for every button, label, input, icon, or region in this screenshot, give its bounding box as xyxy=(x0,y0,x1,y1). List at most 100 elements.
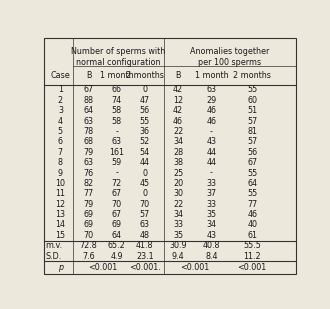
Text: 44: 44 xyxy=(206,158,216,167)
Text: 66: 66 xyxy=(112,85,122,94)
Text: 54: 54 xyxy=(140,148,150,157)
Text: 46: 46 xyxy=(173,116,183,125)
Text: 74: 74 xyxy=(112,96,122,105)
Text: 67: 67 xyxy=(112,189,122,198)
Text: 48: 48 xyxy=(140,231,150,240)
Text: 51: 51 xyxy=(247,106,257,115)
Text: 43: 43 xyxy=(206,137,216,146)
Text: 69: 69 xyxy=(112,221,122,230)
Text: 61: 61 xyxy=(247,231,257,240)
Text: 40: 40 xyxy=(247,221,257,230)
Text: 82: 82 xyxy=(83,179,94,188)
Text: 35: 35 xyxy=(206,210,216,219)
Text: 72.8: 72.8 xyxy=(80,241,97,250)
Text: 47: 47 xyxy=(140,96,150,105)
Text: 2 months: 2 months xyxy=(126,71,164,80)
Text: 64: 64 xyxy=(247,179,257,188)
Text: S.D.: S.D. xyxy=(45,252,61,261)
Text: Anomalies together: Anomalies together xyxy=(190,48,270,57)
Text: Case: Case xyxy=(50,71,70,80)
Text: 46: 46 xyxy=(206,116,216,125)
Text: 55: 55 xyxy=(140,116,150,125)
Text: 77: 77 xyxy=(247,200,257,209)
Text: 5: 5 xyxy=(58,127,63,136)
Text: 57: 57 xyxy=(140,210,150,219)
Text: 15: 15 xyxy=(55,231,65,240)
Text: B: B xyxy=(86,71,91,80)
Text: 34: 34 xyxy=(206,221,216,230)
Text: 63: 63 xyxy=(83,158,94,167)
Text: 35: 35 xyxy=(173,231,183,240)
Text: 52: 52 xyxy=(140,137,150,146)
Text: 44: 44 xyxy=(140,158,150,167)
Text: per 100 sperms: per 100 sperms xyxy=(198,58,261,67)
Text: 34: 34 xyxy=(173,137,183,146)
Text: 1: 1 xyxy=(58,85,63,94)
Text: 58: 58 xyxy=(112,106,122,115)
Text: 76: 76 xyxy=(83,168,94,177)
Text: -: - xyxy=(115,127,118,136)
Text: 55.5: 55.5 xyxy=(243,241,261,250)
Text: 22: 22 xyxy=(173,200,183,209)
Text: 64: 64 xyxy=(112,231,122,240)
Text: 6: 6 xyxy=(58,137,63,146)
Text: m.v.: m.v. xyxy=(45,241,62,250)
Text: 68: 68 xyxy=(83,137,94,146)
Text: 46: 46 xyxy=(206,106,216,115)
Text: 70: 70 xyxy=(140,200,150,209)
Text: 43: 43 xyxy=(206,231,216,240)
Text: 11: 11 xyxy=(55,189,65,198)
Text: 79: 79 xyxy=(83,148,94,157)
Text: <0.001: <0.001 xyxy=(180,263,209,272)
Text: 70: 70 xyxy=(112,200,122,209)
Text: <0.001.: <0.001. xyxy=(129,263,161,272)
Text: 0: 0 xyxy=(142,189,147,198)
Text: 60: 60 xyxy=(247,96,257,105)
Text: 33: 33 xyxy=(173,221,183,230)
Text: 20: 20 xyxy=(173,179,183,188)
Text: normal configuration: normal configuration xyxy=(76,58,161,67)
Text: 2 months: 2 months xyxy=(233,71,271,80)
Text: 4.9: 4.9 xyxy=(110,252,123,261)
Text: 69: 69 xyxy=(83,210,94,219)
Text: 55: 55 xyxy=(247,189,257,198)
Text: 63: 63 xyxy=(206,85,216,94)
Text: 67: 67 xyxy=(112,210,122,219)
Text: 12: 12 xyxy=(55,200,65,209)
Text: 70: 70 xyxy=(83,231,94,240)
Text: 0: 0 xyxy=(142,85,147,94)
Text: 7.6: 7.6 xyxy=(82,252,95,261)
Text: 14: 14 xyxy=(55,221,65,230)
Text: <0.001: <0.001 xyxy=(238,263,267,272)
Text: 41.8: 41.8 xyxy=(136,241,153,250)
Text: 9.4: 9.4 xyxy=(172,252,184,261)
Text: 30: 30 xyxy=(173,189,183,198)
Text: 79: 79 xyxy=(83,200,94,209)
Text: 67: 67 xyxy=(83,85,94,94)
Text: <0.001: <0.001 xyxy=(88,263,117,272)
Text: 40.8: 40.8 xyxy=(203,241,220,250)
Text: 34: 34 xyxy=(173,210,183,219)
Text: 22: 22 xyxy=(173,127,183,136)
Text: -: - xyxy=(115,168,118,177)
Text: 57: 57 xyxy=(247,137,257,146)
Text: Number of sperms with: Number of sperms with xyxy=(72,48,166,57)
Text: 88: 88 xyxy=(83,96,94,105)
Text: 55: 55 xyxy=(247,85,257,94)
Text: 56: 56 xyxy=(247,148,257,157)
Text: 44: 44 xyxy=(206,148,216,157)
Text: 25: 25 xyxy=(173,168,183,177)
Text: 37: 37 xyxy=(206,189,216,198)
Text: 36: 36 xyxy=(140,127,150,136)
Text: 4: 4 xyxy=(58,116,63,125)
Text: 161: 161 xyxy=(109,148,124,157)
Text: 58: 58 xyxy=(112,116,122,125)
Text: 46: 46 xyxy=(247,210,257,219)
Text: 77: 77 xyxy=(83,189,94,198)
Text: 29: 29 xyxy=(206,96,216,105)
Text: 8: 8 xyxy=(58,158,63,167)
Text: B: B xyxy=(175,71,181,80)
Text: 1 month: 1 month xyxy=(100,71,134,80)
Text: 0: 0 xyxy=(142,168,147,177)
Text: 8.4: 8.4 xyxy=(205,252,217,261)
